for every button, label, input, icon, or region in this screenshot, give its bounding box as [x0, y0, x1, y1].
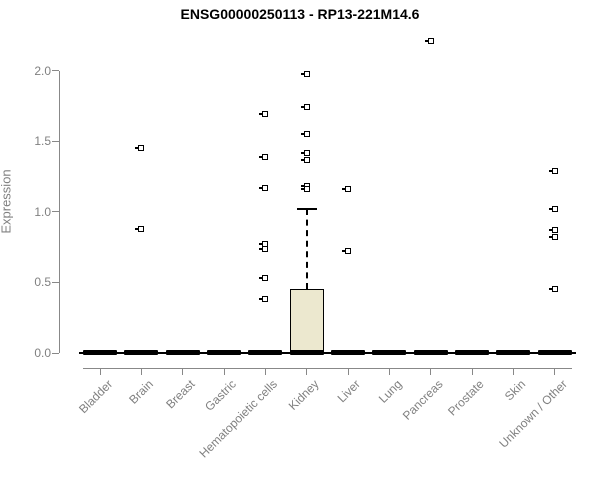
- outlier-point: [259, 153, 269, 160]
- y-tick-label: 0.5: [34, 275, 51, 290]
- x-tick: [388, 369, 390, 375]
- x-tick-label: Pancreas: [399, 377, 446, 423]
- median-bar: [372, 350, 407, 355]
- outlier-point: [424, 38, 434, 45]
- y-tick: [52, 140, 59, 142]
- x-tick-label: Liver: [334, 377, 363, 406]
- x-tick: [182, 369, 184, 375]
- median-bar: [289, 350, 324, 355]
- median-bar: [165, 350, 200, 355]
- y-tick: [52, 352, 59, 354]
- median-bar: [248, 350, 283, 355]
- y-tick: [52, 211, 59, 213]
- x-tick: [554, 369, 556, 375]
- outlier-point: [300, 131, 310, 138]
- outlier-point: [259, 245, 269, 252]
- median-bar: [537, 350, 572, 355]
- median-bar: [207, 350, 242, 355]
- x-tick-label: Prostate: [445, 377, 487, 419]
- x-tick: [99, 369, 101, 375]
- x-tick-label: Skin: [501, 377, 529, 404]
- outlier-point: [300, 149, 310, 156]
- x-tick-label: Kidney: [285, 377, 322, 413]
- outlier-point: [300, 104, 310, 111]
- outlier-point: [300, 186, 310, 193]
- outlier-point: [548, 286, 558, 293]
- median-bar: [413, 350, 448, 355]
- x-tick: [430, 369, 432, 375]
- outlier-point: [259, 275, 269, 282]
- outlier-point: [548, 167, 558, 174]
- x-tick-label: Bladder: [75, 377, 115, 417]
- y-tick: [52, 70, 59, 72]
- x-tick: [306, 369, 308, 375]
- outlier-point: [259, 296, 269, 303]
- x-tick-label: Hematopoietic cells: [196, 377, 281, 461]
- outlier-point: [300, 70, 310, 77]
- median-bar: [496, 350, 531, 355]
- outlier-point: [135, 225, 145, 232]
- outlier-point: [342, 186, 352, 193]
- median-bar: [455, 350, 490, 355]
- whisker-cap: [296, 208, 317, 211]
- outlier-point: [135, 145, 145, 152]
- chart-title: ENSG00000250113 - RP13-221M14.6: [180, 6, 420, 22]
- x-tick-label: Lung: [375, 377, 405, 406]
- y-tick-label: 1.5: [34, 134, 51, 149]
- y-axis-line: [59, 70, 60, 353]
- x-tick: [140, 369, 142, 375]
- x-tick-label: Brain: [126, 377, 157, 407]
- x-tick: [347, 369, 349, 375]
- y-axis-label: Expression: [0, 169, 14, 234]
- x-tick-label: Gastric: [202, 377, 239, 414]
- outlier-point: [548, 234, 558, 241]
- outlier-point: [259, 111, 269, 118]
- outlier-point: [342, 248, 352, 255]
- y-tick: [52, 281, 59, 283]
- box: [289, 289, 324, 354]
- x-tick: [223, 369, 225, 375]
- median-bar: [331, 350, 366, 355]
- x-tick: [264, 369, 266, 375]
- y-tick-label: 2.0: [34, 63, 51, 78]
- y-tick-label: 1.0: [34, 204, 51, 219]
- median-bar: [83, 350, 117, 355]
- x-axis-line: [83, 368, 572, 369]
- outlier-point: [548, 227, 558, 234]
- outlier-point: [548, 206, 558, 213]
- x-tick: [512, 369, 514, 375]
- outlier-point: [300, 156, 310, 163]
- whisker: [305, 209, 308, 290]
- x-tick-label: Breast: [163, 377, 198, 412]
- outlier-point: [259, 184, 269, 191]
- x-tick: [471, 369, 473, 375]
- y-tick-label: 0.0: [34, 346, 51, 360]
- median-bar: [124, 350, 159, 355]
